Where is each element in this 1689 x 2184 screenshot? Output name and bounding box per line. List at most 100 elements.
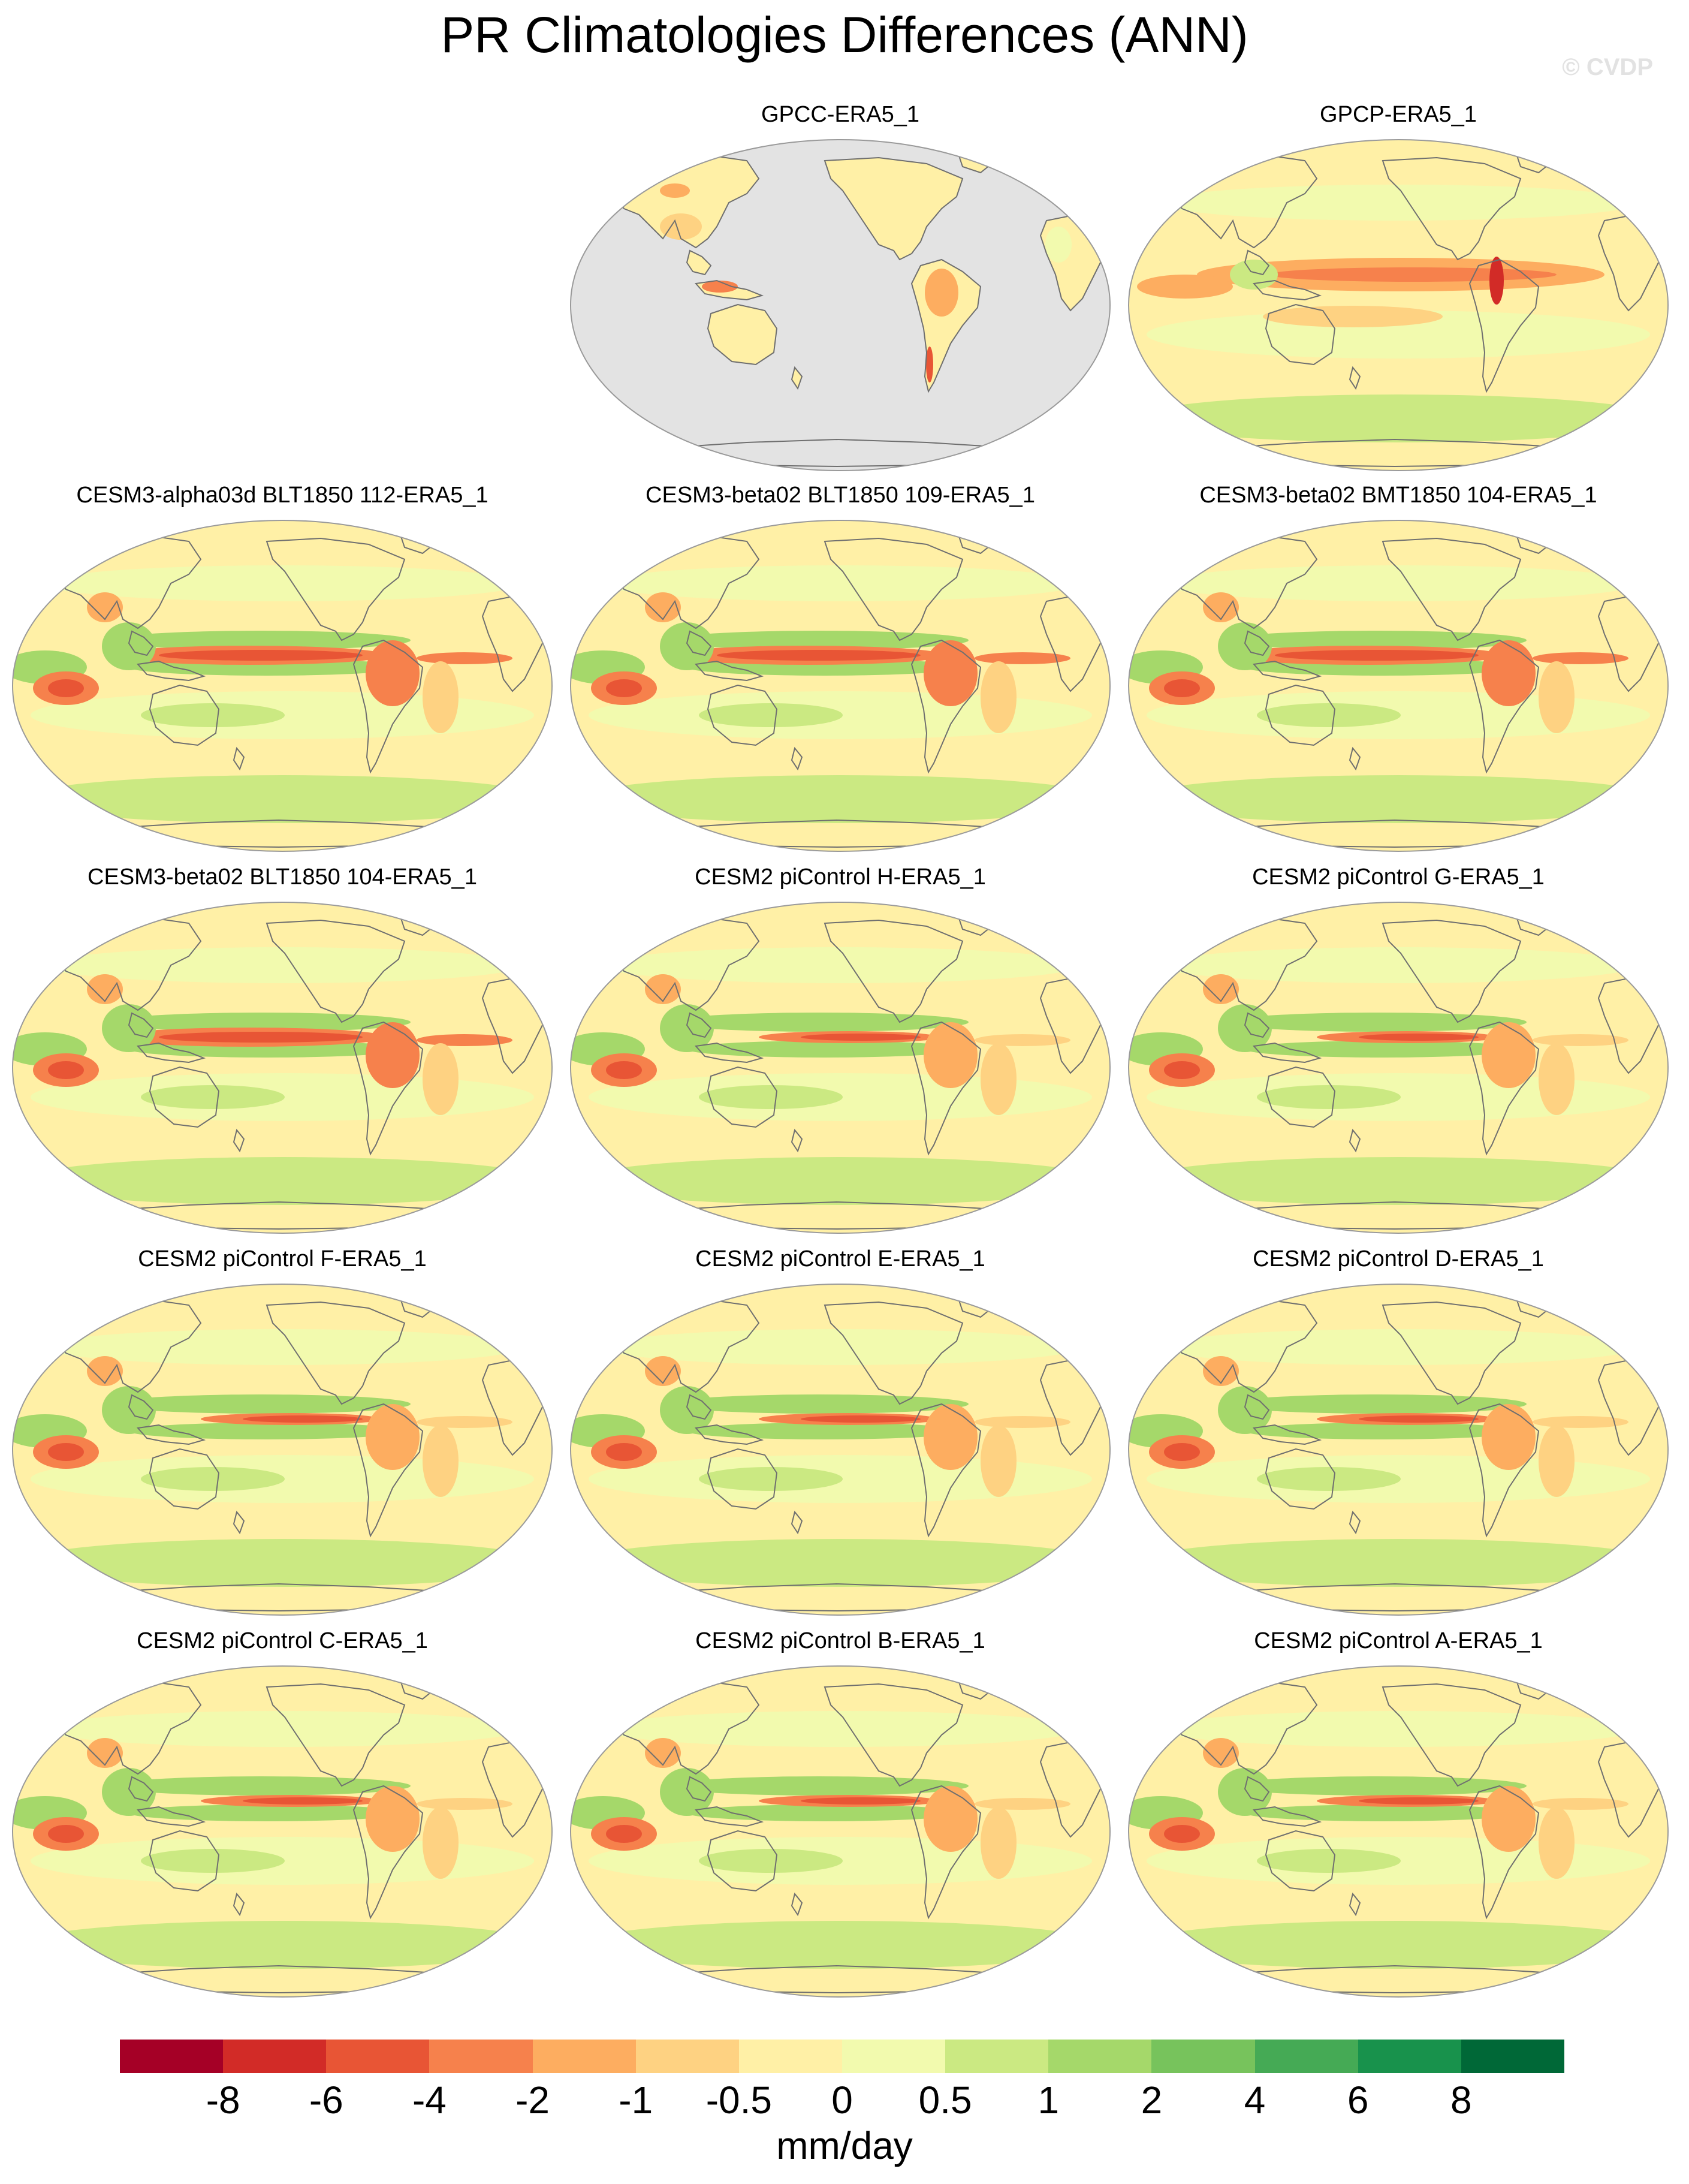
coastline-australia — [1265, 1830, 1336, 1892]
coastline-australia — [149, 1066, 220, 1128]
coastline-indonesia — [695, 1806, 764, 1827]
watermark: © CVDP — [1562, 54, 1653, 80]
map-border — [12, 902, 553, 1234]
anomaly-satlantic-dry — [1539, 661, 1575, 733]
coastline-southAmerica — [910, 1021, 982, 1156]
colorbar-box — [1254, 2040, 1359, 2073]
anomaly-spcz-wet — [1257, 1467, 1401, 1491]
anomaly-satlantic-dry — [423, 1043, 459, 1115]
map-panel: CESM2 piControl D-ERA5_1 — [1125, 1245, 1672, 1627]
anomaly-asia-dry — [87, 974, 123, 1004]
anomaly-maritime-wet — [660, 622, 714, 670]
coastline-seAsia — [686, 1394, 712, 1420]
anomaly-itcz-north-wet — [111, 1776, 411, 1796]
anomaly-itcz-north-wet — [1227, 1394, 1527, 1414]
coastline-northAmerica — [824, 537, 964, 641]
colorbar-box — [1151, 2040, 1256, 2073]
anomaly-asia-dry — [645, 974, 681, 1004]
anomaly-itcz-north-wet — [1227, 1013, 1527, 1032]
coastline-northAmerica — [1382, 1683, 1522, 1787]
coastline-newZealand — [233, 1510, 245, 1535]
coastline-southAmerica — [352, 639, 424, 774]
land-northAmerica — [825, 158, 963, 260]
panel-title: CESM3-beta02 BMT1850 104-ERA5_1 — [1199, 483, 1597, 508]
anomaly-andes-strong — [1489, 257, 1504, 305]
map-border — [570, 139, 1111, 471]
coastline-indonesia — [695, 1424, 764, 1445]
map-plot — [12, 1665, 553, 1998]
ocean-background — [571, 902, 1110, 1233]
anomaly-satlantic-dry — [981, 661, 1017, 733]
anomaly-asia-dry — [645, 1738, 681, 1768]
coastline-asia — [50, 1680, 202, 1775]
colorbar-box — [1358, 2040, 1462, 2073]
anomaly-satlantic-dry — [423, 1425, 459, 1497]
anomaly-indian-dry-core — [1164, 1061, 1200, 1079]
coastline-indonesia — [1253, 1042, 1322, 1064]
coastline-indonesia — [137, 1806, 206, 1827]
coastline-newZealand — [233, 746, 245, 771]
colorbar-units: mm/day — [776, 2124, 913, 2167]
map-panel: CESM3-beta02 BLT1850 109-ERA5_1 — [567, 481, 1114, 863]
map-border — [1128, 902, 1669, 1234]
anomaly-indian-dry-core — [606, 1061, 642, 1079]
coastline-northAmerica — [266, 1683, 406, 1787]
colorbar-box — [223, 2040, 327, 2073]
colorbar-tick-label: -1 — [619, 2078, 653, 2122]
map-border — [1128, 139, 1669, 471]
anomaly-amazon-dry — [924, 640, 978, 706]
anomaly-spcz-wet — [1257, 1085, 1401, 1109]
anomaly-satlantic-dry — [981, 1425, 1017, 1497]
anomaly-maritime-wet — [102, 622, 156, 670]
map-panel: CESM3-alpha03d BLT1850 112-ERA5_1 — [9, 481, 556, 863]
coastline-asia — [1166, 916, 1318, 1011]
coastline-northAmerica — [824, 1683, 964, 1787]
anomaly-southern-ocean — [577, 1157, 1104, 1205]
colorbar-tick-label: 8 — [1450, 2078, 1472, 2122]
anomaly-spcz-wet — [699, 703, 843, 727]
anomaly-indian-dry-core — [1164, 1443, 1200, 1461]
anomaly-amazon-dry — [1482, 1022, 1536, 1088]
anomaly-maritime-dry — [702, 281, 738, 293]
coastline-asia — [608, 153, 760, 249]
ocean-background — [13, 1666, 552, 1997]
map-panel: CESM2 piControl G-ERA5_1 — [1125, 863, 1672, 1245]
anomaly-indian-dry — [1137, 275, 1233, 299]
map-border — [12, 1665, 553, 1998]
anomaly-equatorial-dry-core — [1359, 1415, 1479, 1423]
coastline-northAmerica — [266, 537, 406, 641]
panel-title: CESM2 piControl B-ERA5_1 — [695, 1628, 985, 1653]
coastline-newZealand — [1349, 1128, 1361, 1153]
anomaly-northern-band — [1159, 185, 1638, 221]
map-plot — [12, 1284, 553, 1616]
coastline-northAmerica — [1382, 537, 1522, 641]
anomaly-equatorial-dry-core — [243, 1797, 363, 1805]
coastline-asia — [608, 916, 760, 1011]
anomaly-southern-ocean — [1135, 394, 1662, 442]
colorbar-box — [120, 2040, 224, 2073]
map-plot — [12, 902, 553, 1234]
coastline-seAsia — [128, 1776, 154, 1802]
anomaly-indian-dry-core — [48, 1443, 84, 1461]
anomaly-spcz-wet — [141, 1085, 285, 1109]
anomaly-equatorial-dry-core — [1359, 1034, 1479, 1041]
coastline-northAmerica — [1382, 919, 1522, 1023]
anomaly-northern-band — [601, 1329, 1080, 1365]
anomaly-itcz-south-wet — [687, 1423, 963, 1439]
anomaly-northern-band — [43, 947, 522, 983]
coastline-northAmerica — [824, 1301, 964, 1405]
map-panel: CESM2 piControl E-ERA5_1 — [567, 1245, 1114, 1627]
panel-title: CESM2 piControl C-ERA5_1 — [137, 1628, 428, 1653]
colorbar — [120, 2040, 1565, 2073]
coastline-indonesia — [1253, 1424, 1322, 1445]
anomaly-satlantic-dry — [423, 1807, 459, 1879]
map-border — [1128, 1665, 1669, 1998]
anomaly-itcz-north-wet — [669, 1776, 969, 1796]
anomaly-satlantic-dry — [1539, 1807, 1575, 1879]
map-plot — [570, 520, 1111, 852]
panel-title: CESM2 piControl G-ERA5_1 — [1252, 864, 1545, 890]
coastline-southAmerica — [1468, 258, 1540, 393]
anomaly-itcz-north-wet — [669, 631, 969, 650]
coastline-seAsia — [686, 1776, 712, 1802]
ocean-background — [13, 902, 552, 1233]
